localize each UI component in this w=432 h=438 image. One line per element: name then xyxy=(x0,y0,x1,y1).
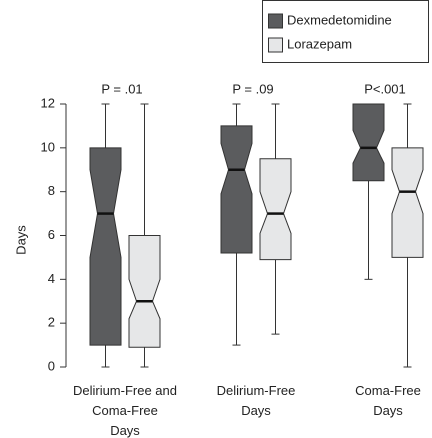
y-tick-label: 4 xyxy=(48,271,55,286)
box xyxy=(128,235,161,348)
x-tick-label: Coma-Free Days xyxy=(355,383,421,418)
x-tick-label-line: Coma-Free xyxy=(92,403,158,418)
legend-box xyxy=(262,0,429,63)
x-tick-label-line: Days xyxy=(373,403,403,418)
x-tick-label-line: Delirium-Free xyxy=(217,383,296,398)
legend-swatch xyxy=(268,37,283,53)
box xyxy=(391,147,424,258)
x-tick-label-line: Coma-Free xyxy=(355,383,421,398)
y-tick-label: 2 xyxy=(48,315,55,330)
y-axis-label: Days xyxy=(13,225,28,255)
legend-label: Lorazepam xyxy=(287,36,352,51)
box xyxy=(259,158,292,261)
x-tick-label-line: Days xyxy=(241,403,271,418)
legend-swatch xyxy=(268,13,283,29)
y-tick-label: 8 xyxy=(48,183,55,198)
annotation: P = .01 xyxy=(101,81,142,96)
annotation: P = .09 xyxy=(232,81,273,96)
box xyxy=(89,147,122,346)
box xyxy=(352,103,385,182)
legend-label: Dexmedetomidine xyxy=(287,12,392,27)
x-tick-label-line: Days xyxy=(110,423,140,438)
y-tick-label: 10 xyxy=(41,139,55,154)
x-tick-label-line: Delirium-Free and xyxy=(73,383,177,398)
x-tick-label: Delirium-Free Days xyxy=(217,383,296,418)
y-tick-label: 0 xyxy=(48,358,55,373)
box xyxy=(220,125,253,254)
y-tick-label: 12 xyxy=(41,95,55,110)
annotation: P<.001 xyxy=(364,81,406,96)
x-tick-label: Delirium-Free and Coma-Free Days xyxy=(73,383,177,438)
y-tick-label: 6 xyxy=(48,227,55,242)
